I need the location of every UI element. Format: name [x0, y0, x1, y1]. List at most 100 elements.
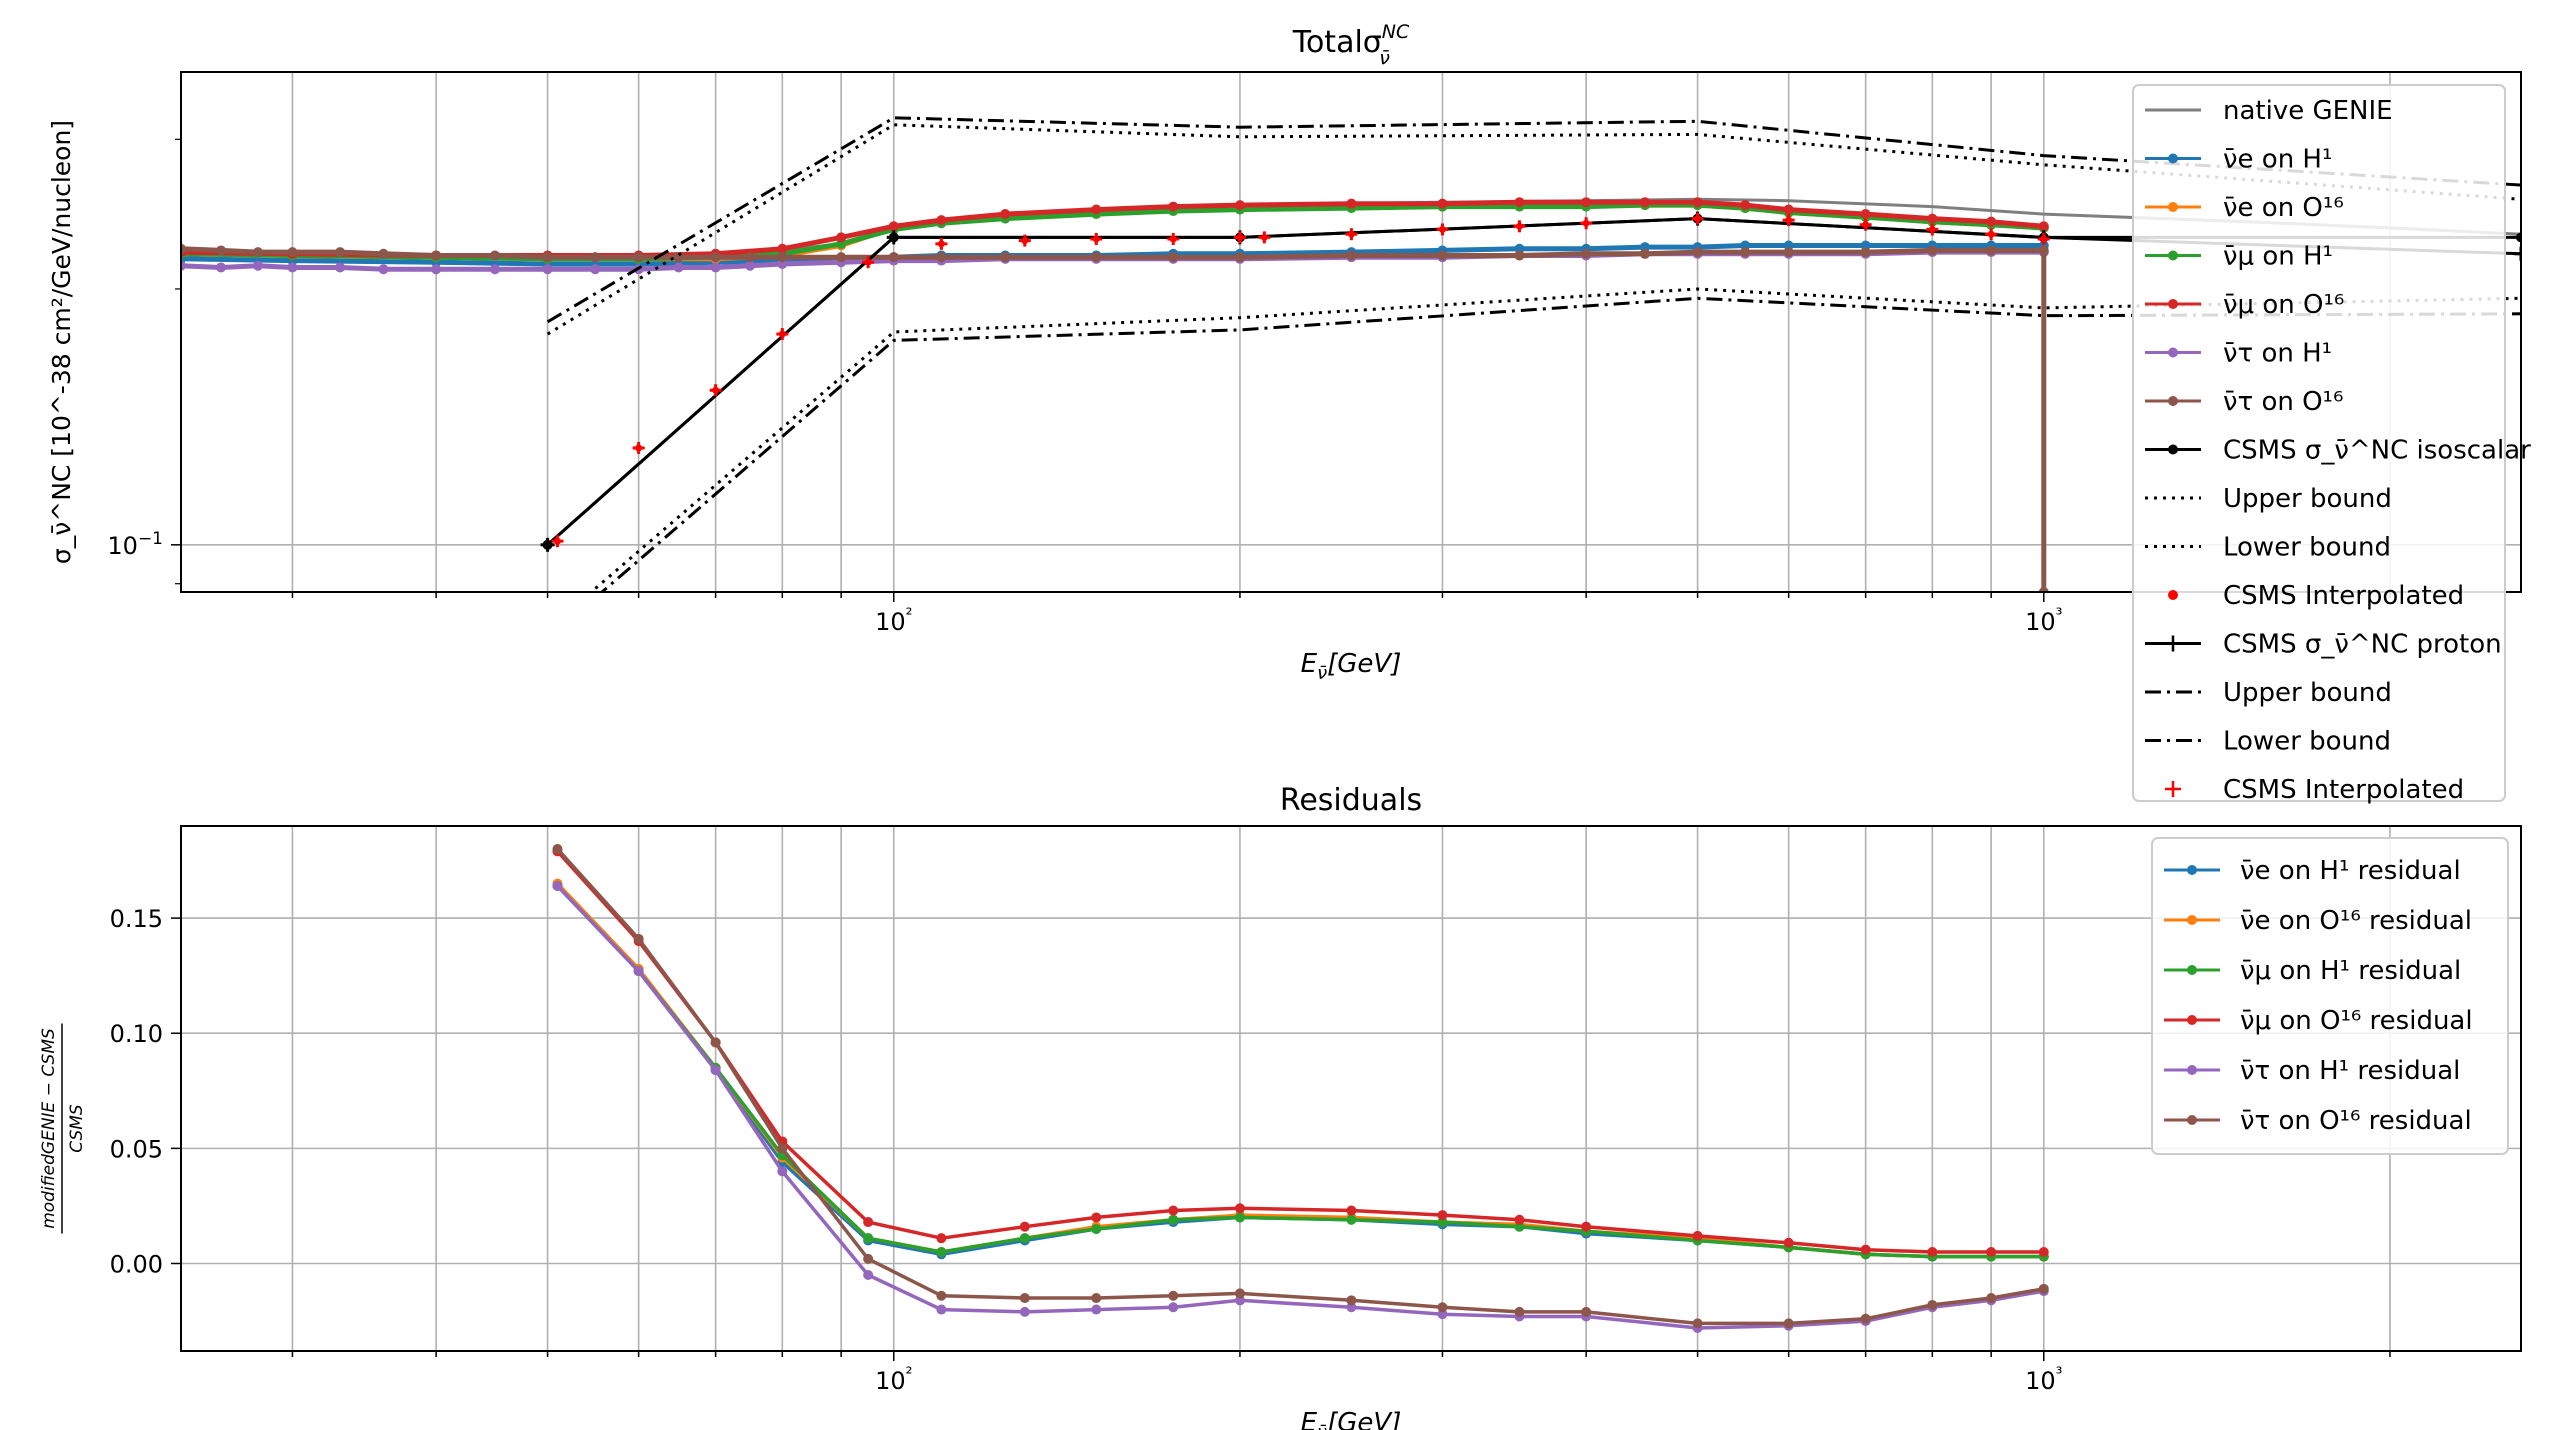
top-series-point — [836, 232, 847, 243]
bottom-series-point — [1927, 1246, 1938, 1257]
top-legend-item: ν̄μ on H¹ — [2145, 242, 2333, 272]
top-series-point — [1783, 204, 1794, 215]
top-series-line — [588, 287, 2521, 592]
top-legend-box — [2132, 84, 2506, 802]
top-series-point — [252, 247, 263, 258]
top-series-point — [1437, 250, 1448, 261]
top-interp-dot — [937, 240, 945, 248]
bottom-legend-label: ν̄τ on H¹ residual — [2240, 1056, 2460, 1086]
top-series-line — [599, 296, 2521, 592]
top-interp-dot — [1928, 225, 1936, 233]
top-series-point — [1740, 200, 1751, 211]
bottom-series-point — [1692, 1230, 1703, 1241]
top-panel: 10² 10³ 10−1 TotalσNC ν̄ Eν̄[GeV] σ_ν̄^NC [10^… — [47, 21, 2531, 805]
top-series-point — [1168, 252, 1179, 263]
bottom-legend-marker — [2187, 915, 2197, 925]
top-series-point — [2038, 221, 2049, 232]
bottom-series-point — [1986, 1293, 1997, 1304]
top-legend-marker — [2168, 347, 2178, 358]
top-legend-item: Lower bound — [2145, 533, 2391, 563]
top-legend-item: CSMS Interpolated — [2168, 581, 2464, 611]
bottom-series-line — [556, 850, 2044, 1254]
top-interp-dot — [1438, 225, 1446, 233]
bottom-series-point — [1234, 1288, 1245, 1299]
bottom-series-point — [1581, 1306, 1592, 1317]
top-interp-dot — [864, 258, 872, 266]
bottom-series-point — [1783, 1237, 1794, 1248]
bottom-series-point — [552, 844, 563, 855]
top-legend-label: ν̄μ on O¹⁶ — [2223, 290, 2344, 320]
bottom-series-point — [1346, 1295, 1357, 1306]
bottom-series-point — [777, 1166, 788, 1177]
bottom-series-point — [863, 1270, 874, 1281]
top-interp-dot — [1987, 230, 1995, 238]
top-series-point — [2516, 232, 2521, 243]
bottom-legend-label: ν̄μ on O¹⁶ residual — [2240, 1006, 2473, 1036]
top-legend-item: Upper bound — [2145, 678, 2392, 708]
top-series-line — [181, 243, 2044, 267]
bottom-series-point — [1234, 1212, 1245, 1223]
top-series-point — [590, 264, 601, 275]
top-y-tick-label: 10−1 — [107, 529, 163, 560]
top-interp-dot — [778, 330, 786, 338]
top-chart-title: TotalσNC ν̄ — [1292, 21, 1410, 69]
top-series-line — [546, 217, 2521, 546]
top-legend-item: native GENIE — [2145, 96, 2393, 126]
bottom-panel: 10² 10³ 0.00 0.05 0.10 0.15 Residuals Eν̄[GeV] m… — [39, 783, 2522, 1430]
bottom-series-point — [1168, 1302, 1179, 1313]
top-series-point — [1234, 252, 1245, 263]
bottom-series-point — [936, 1304, 947, 1315]
bottom-series-point — [863, 1233, 874, 1244]
top-interp-dot — [1092, 235, 1100, 243]
bottom-legend-item: ν̄τ on H¹ residual — [2164, 1056, 2460, 1086]
bottom-series-point — [1437, 1309, 1448, 1320]
top-series-point — [936, 215, 947, 226]
bottom-series-point — [1091, 1223, 1102, 1234]
top-legend-label: native GENIE — [2223, 96, 2393, 126]
bottom-y-tick-label: 0.00 — [110, 1251, 163, 1279]
top-legend-label: CSMS Interpolated — [2223, 581, 2464, 611]
top-series-point — [1346, 198, 1357, 209]
top-series-point — [633, 252, 644, 263]
top-series-point — [287, 262, 298, 273]
top-legend-item: ν̄τ on O¹⁶ — [2145, 387, 2343, 417]
bottom-y-tick-label: 0.15 — [110, 905, 163, 933]
bottom-legend-marker — [2187, 965, 2197, 975]
top-legend-label: ν̄τ on O¹⁶ — [2223, 387, 2343, 417]
bottom-series-line — [556, 847, 2045, 1326]
bottom-series-point — [1437, 1210, 1448, 1221]
bottom-series-point — [1346, 1205, 1357, 1216]
top-legend-marker — [2168, 153, 2178, 164]
top-series-point — [1783, 247, 1794, 258]
bottom-series-point — [1927, 1299, 1938, 1310]
top-x-tick-label: 10² — [875, 605, 912, 636]
top-series-point — [888, 252, 899, 263]
bottom-series-point — [1346, 1302, 1357, 1313]
top-interp-dot — [635, 444, 643, 452]
bottom-series-point — [1860, 1313, 1871, 1324]
bottom-legend-item: ν̄μ on H¹ residual — [2164, 956, 2461, 986]
bottom-series-point — [936, 1233, 947, 1244]
top-interp-dot — [1236, 233, 1244, 241]
bottom-series-point — [936, 1246, 947, 1257]
bottom-legend-label: ν̄μ on H¹ residual — [2240, 956, 2461, 986]
top-interp-dot — [712, 386, 720, 394]
bottom-series-point — [1019, 1293, 1030, 1304]
bottom-series-point — [777, 1143, 788, 1154]
top-series-point — [287, 247, 298, 258]
top-interp-dot — [1021, 237, 1029, 245]
bottom-series-point — [1019, 1306, 1030, 1317]
bottom-series-point — [1234, 1203, 1245, 1214]
top-series-point — [777, 243, 788, 254]
top-interp-dot — [1785, 216, 1793, 224]
bottom-series-point — [1437, 1217, 1448, 1228]
top-legend-label: Lower bound — [2223, 727, 2391, 757]
top-legend-item: ν̄μ on O¹⁶ — [2145, 290, 2344, 320]
top-series-point — [181, 243, 186, 254]
top-legend-marker — [2168, 396, 2178, 406]
top-series-point — [378, 248, 389, 259]
bottom-series-point — [1019, 1233, 1030, 1244]
bottom-series-point — [1783, 1318, 1794, 1329]
top-series-point — [1927, 245, 1938, 256]
